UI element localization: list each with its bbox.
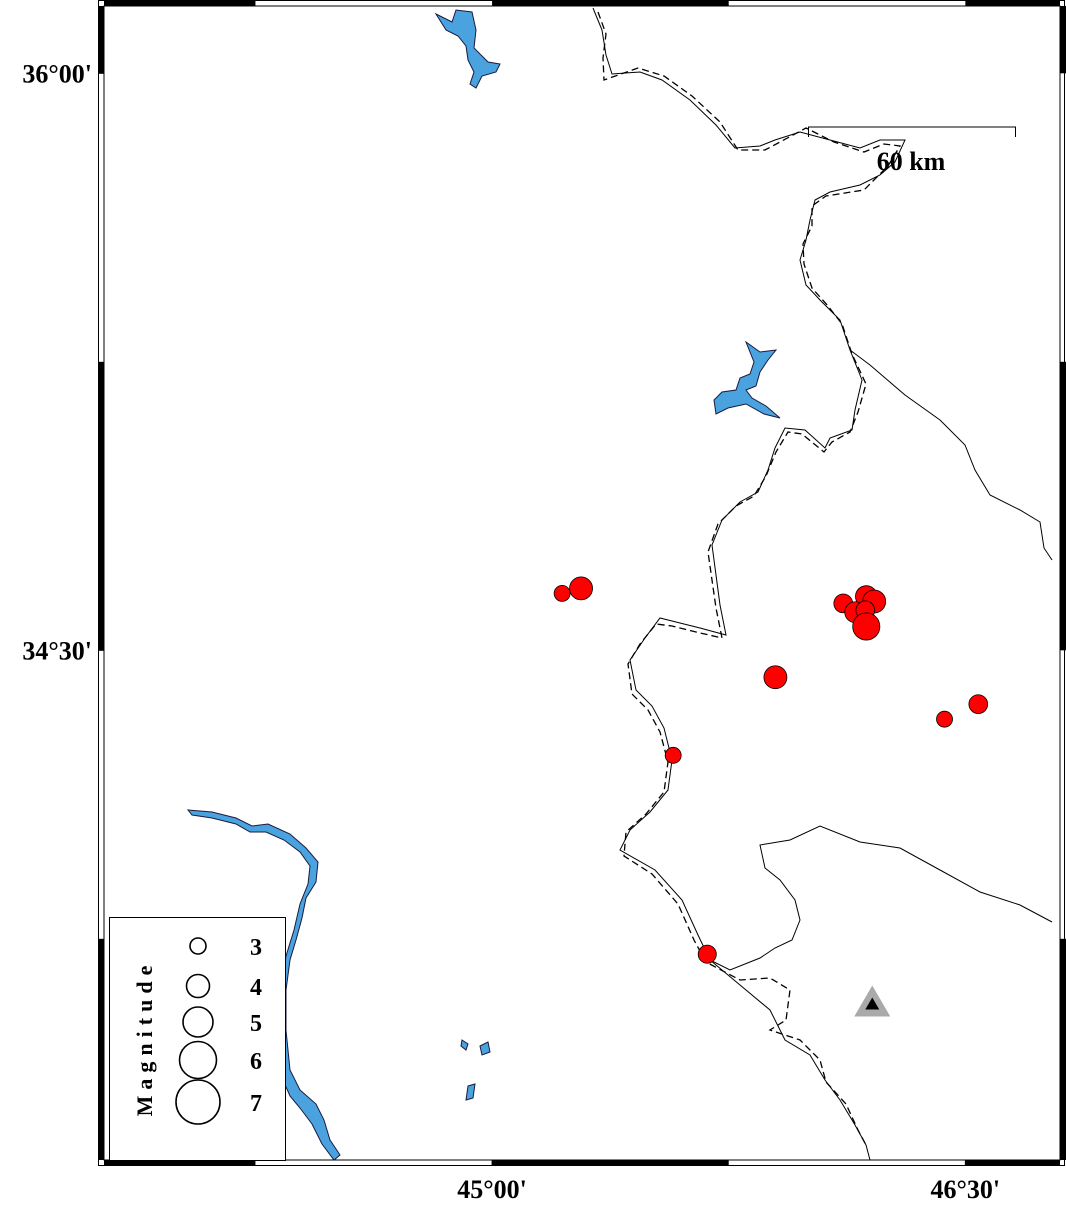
frame-bar	[1060, 938, 1066, 1160]
scale-label: 60 km	[877, 147, 946, 176]
border-line	[592, 7, 1053, 561]
river	[186, 809, 341, 1161]
earthquake	[664, 746, 682, 764]
earthquake	[968, 694, 989, 714]
legend-label: 4	[250, 975, 262, 1001]
events	[553, 576, 989, 1017]
legend-circle	[178, 1040, 218, 1080]
frame-bar	[965, 1160, 1060, 1166]
legend-label: 3	[250, 935, 262, 961]
frame-bar	[965, 0, 1060, 6]
border-line	[709, 959, 871, 1161]
legend-circle	[185, 973, 211, 999]
lake	[479, 1041, 491, 1056]
lake	[713, 340, 781, 419]
legend-circle	[182, 1006, 214, 1038]
x-tick-label: 45°00'	[457, 1175, 527, 1203]
y-tick-label: 36°00'	[22, 59, 92, 88]
lake	[465, 1083, 476, 1101]
scale-bar	[808, 126, 1016, 137]
earthquake	[936, 710, 953, 728]
earthquake	[697, 944, 717, 964]
frame-bar	[98, 938, 104, 1160]
frame-bar	[98, 361, 104, 651]
lake	[434, 9, 501, 89]
legend: 3 4 5 6 7	[175, 935, 262, 1125]
frame-bar	[1060, 6, 1066, 74]
borders-dashed	[597, 11, 902, 1146]
earthquake	[569, 576, 593, 601]
frame-bar	[104, 0, 256, 6]
legend-circle	[189, 937, 207, 955]
legend-label: 7	[250, 1091, 262, 1117]
legend-circle	[175, 1079, 221, 1125]
frame-bar	[104, 1160, 256, 1166]
tick-labels: 45°00' 46°30' 36°00' 34°30'	[22, 59, 1001, 1204]
legend-label: 5	[250, 1011, 262, 1037]
earthquake	[763, 665, 788, 690]
frame-bar	[98, 6, 104, 74]
legend-label: 6	[250, 1049, 262, 1075]
frame-bar	[492, 0, 729, 6]
frame-bars	[98, 0, 1066, 1166]
earthquake	[852, 612, 881, 641]
frame-bar	[1060, 361, 1066, 651]
lake	[460, 1039, 469, 1051]
border-line-dashed	[597, 11, 902, 1146]
legend-box	[109, 917, 286, 1161]
water	[186, 9, 781, 1161]
y-tick-label: 34°30'	[22, 636, 92, 665]
earthquake	[553, 584, 571, 602]
frame-bar	[492, 1160, 729, 1166]
station	[865, 997, 880, 1010]
x-tick-label: 46°30'	[931, 1175, 1001, 1203]
legend-title: Magnitude	[132, 960, 157, 1117]
